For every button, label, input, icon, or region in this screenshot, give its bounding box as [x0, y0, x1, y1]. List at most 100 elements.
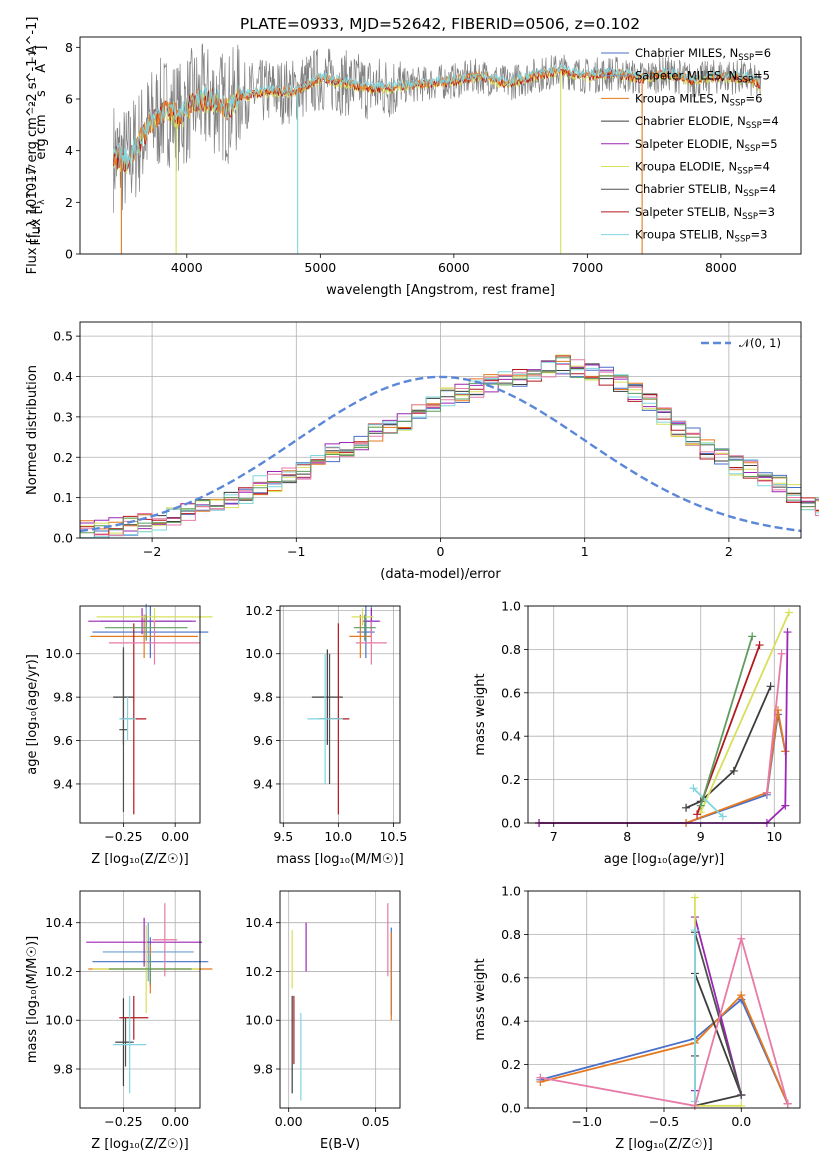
weight-marker	[748, 632, 757, 641]
y-tick-label: 9.4	[253, 776, 273, 791]
panel-residuals: −2 −1 0 1 2 0.0 0.1 0.2 0.3 0.4 0.5 (data-model)/er…	[25, 321, 819, 582]
y-tick-label: 10.4	[245, 915, 273, 930]
y-tick-label: 0.0	[501, 1101, 521, 1116]
x-tick-label: 0.00	[275, 1114, 303, 1129]
x-tick-label: 10.0	[324, 829, 352, 844]
legend-main: Kroupa MILES, N	[635, 91, 730, 105]
panel-mass_vs_Z: −0.25 0.00 9.8 10.0 10.2 10.4 Z [log₁₀(Z/Z☉)] m…	[25, 890, 213, 1152]
axes-frame	[527, 890, 801, 1109]
weight-marker	[536, 1073, 545, 1082]
x-tick-label: 9.5	[273, 829, 293, 844]
y-tick-label: 0	[65, 247, 73, 262]
y-axis-label: mass weight	[473, 958, 488, 1040]
x-tick-label: 0.05	[362, 1114, 390, 1129]
weight-marker	[737, 934, 746, 943]
y-tick-label: 10.4	[45, 915, 73, 930]
y-axis-label: mass [log₁₀(M/M☉)]	[25, 936, 40, 1063]
x-tick-label: 1	[581, 544, 589, 559]
weight-series-line	[692, 787, 724, 818]
x-tick-label: −1.0	[572, 1114, 602, 1129]
axes-frame	[279, 890, 401, 1109]
y-tick-label: 0.8	[501, 642, 521, 657]
x-tick-label: 0.00	[161, 829, 189, 844]
legend-label: Chabrier MILES, NSSP=6	[635, 46, 771, 63]
y-tick-label: 9.8	[253, 1061, 273, 1076]
legend-tail: =6	[754, 46, 771, 60]
y-axis-label-part: ]	[34, 46, 49, 51]
legend-sub: SSP	[737, 167, 753, 177]
x-axis-label: wavelength [Angstrom, rest frame]	[326, 283, 555, 298]
legend-label: Chabrier STELIB, NSSP=4	[635, 182, 776, 199]
legend-tail: =3	[758, 205, 775, 219]
panel-age_vs_mass: 9.5 10.0 10.5 9.4 9.6 9.8 10.0 10.2 mass [log₁₀(…	[245, 603, 407, 867]
plot-layer: 4000 5000 6000 7000 8000 0 2 4 6 8 wavelength [Ang…	[25, 17, 819, 1152]
x-tick-label: −0.5	[649, 1114, 679, 1129]
weight-marker	[755, 641, 764, 650]
y-tick-label: 10.0	[245, 1013, 273, 1028]
y-axis-label-part: −1	[28, 77, 38, 90]
weight-series-line	[766, 653, 783, 793]
y-tick-label: 0.6	[501, 970, 521, 985]
x-tick-label: 5000	[304, 260, 336, 275]
y-axis-label: mass weight	[473, 673, 488, 755]
y-tick-label: 10.2	[45, 964, 73, 979]
y-tick-label: 0.2	[501, 1057, 521, 1072]
weight-marker	[690, 893, 699, 902]
y-tick-label: 2	[65, 195, 73, 210]
y-axis-label-part: λ	[37, 199, 47, 205]
panel-mass_vs_EBV: 0.00 0.05 9.8 10.0 10.2 10.4 E(B-V)	[245, 890, 401, 1152]
legend-label: Chabrier ELODIE, NSSP=4	[635, 114, 779, 131]
x-tick-label: 8	[623, 829, 631, 844]
x-tick-label: 10	[766, 829, 782, 844]
legend-sub: SSP	[746, 121, 762, 131]
legend-tail: =4	[759, 182, 776, 196]
weight-marker	[784, 608, 793, 617]
y-tick-label: 0.0	[501, 816, 521, 831]
weight-series-line	[540, 935, 789, 1107]
y-tick-label: 9.8	[53, 1061, 73, 1076]
weight-marker	[783, 1099, 792, 1108]
x-tick-label: 9	[697, 829, 705, 844]
y-tick-label: 10.0	[245, 646, 273, 661]
y-tick-label: 0.4	[53, 369, 73, 384]
x-tick-label: 4000	[171, 260, 203, 275]
x-tick-label: 7000	[571, 260, 603, 275]
panel-weight_vs_Z: −1.0 −0.5 0.0 0.0 0.2 0.4 0.6 0.8 1.0 Z [log₁₀(Z/…	[473, 884, 801, 1152]
weight-marker	[690, 1101, 699, 1110]
y-axis-label-part: erg cm	[34, 114, 49, 163]
x-tick-label: −0.25	[104, 829, 142, 844]
legend-main: Chabrier ELODIE, N	[635, 114, 746, 128]
weight-marker	[737, 1090, 746, 1099]
model-spectrum-line	[113, 64, 762, 170]
legend-label: Kroupa STELIB, NSSP=3	[635, 228, 767, 245]
y-tick-label: 9.6	[253, 733, 273, 748]
y-tick-label: 0.8	[501, 927, 521, 942]
y-tick-label: 0.6	[501, 685, 521, 700]
axes-frame	[527, 605, 801, 824]
weight-marker	[718, 812, 727, 821]
panel-spectrum: 4000 5000 6000 7000 8000 0 2 4 6 8 wavelength [Ang…	[25, 17, 802, 298]
legend-sub: SSP	[737, 76, 753, 86]
legend-sub: SSP	[742, 212, 758, 222]
legend-sub: SSP	[743, 189, 759, 199]
axes-frame	[79, 890, 201, 1109]
legend-tail: =4	[762, 114, 779, 128]
legend-label: Salpeter ELODIE, NSSP=5	[635, 137, 778, 154]
weight-marker	[783, 628, 792, 637]
y-axis-label: Normed distribution	[25, 365, 40, 495]
y-axis-label-part: Flux [f	[29, 204, 44, 245]
y-axis-label-part: s	[34, 90, 49, 101]
x-tick-label: 8000	[705, 260, 737, 275]
y-tick-label: 10.2	[245, 964, 273, 979]
legend-tail: =5	[753, 69, 770, 83]
y-tick-label: 6	[65, 92, 73, 107]
y-tick-label: 0.3	[53, 409, 73, 424]
legend-tail: =6	[745, 91, 762, 105]
weight-marker	[781, 801, 790, 810]
weight-series-line	[694, 931, 743, 1096]
weight-marker	[777, 649, 786, 658]
axes-frame	[79, 36, 802, 255]
legend-main: Chabrier STELIB, N	[635, 182, 743, 196]
